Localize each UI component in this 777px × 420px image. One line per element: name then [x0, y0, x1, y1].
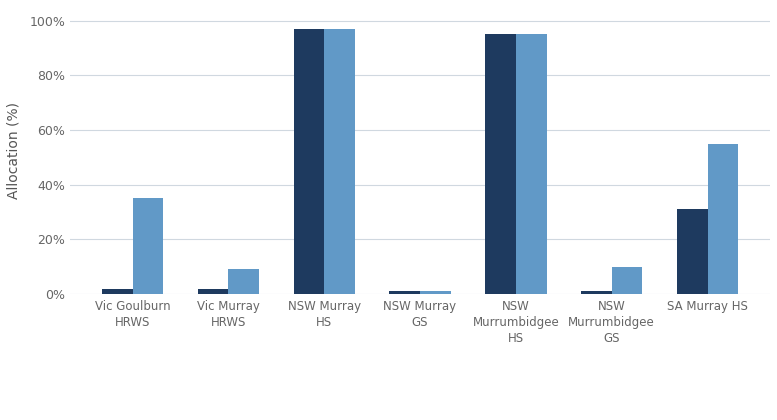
Bar — [102, 289, 133, 294]
Bar — [420, 291, 451, 294]
Bar — [197, 289, 228, 294]
Y-axis label: Allocation (%): Allocation (%) — [7, 102, 21, 199]
Bar — [133, 198, 163, 294]
Bar — [581, 291, 611, 294]
Bar — [228, 269, 259, 294]
Bar — [324, 29, 355, 294]
Bar — [708, 144, 738, 294]
Bar — [485, 34, 516, 294]
Bar — [516, 34, 546, 294]
Bar — [611, 267, 643, 294]
Bar — [294, 29, 324, 294]
Bar — [677, 209, 708, 294]
Bar — [389, 291, 420, 294]
